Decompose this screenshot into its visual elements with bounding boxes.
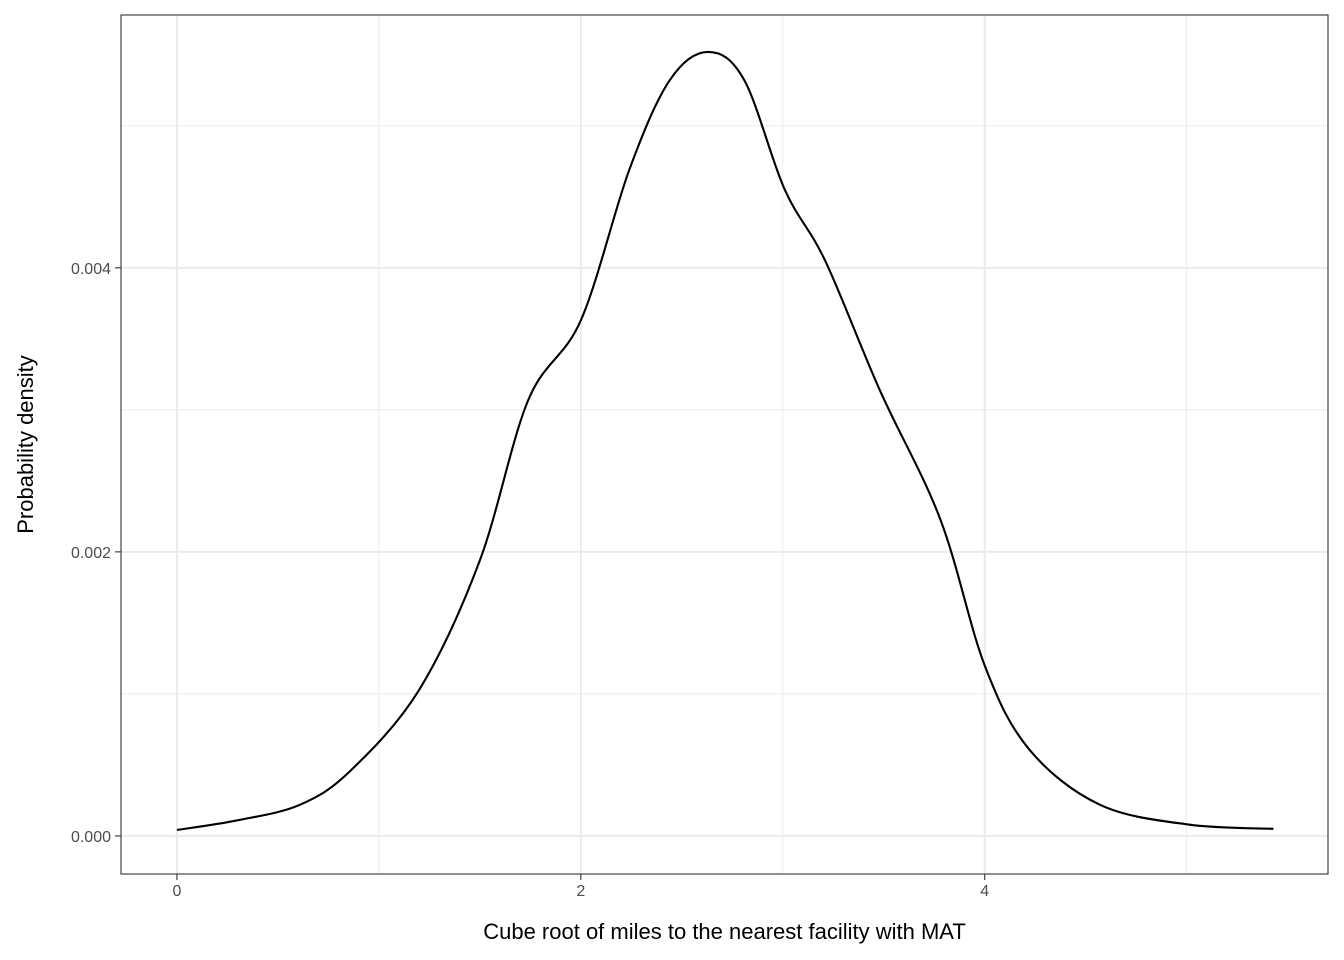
panel-border <box>120 14 1329 875</box>
y-tick-label: 0.004 <box>71 261 111 278</box>
grid <box>121 15 1328 874</box>
x-tick-label: 0 <box>172 883 181 900</box>
y-tick-label: 0.000 <box>71 829 111 846</box>
y-axis: 0.000 0.002 0.004 <box>71 261 121 846</box>
density-line <box>176 50 1274 832</box>
x-axis: 0 2 4 <box>172 874 989 900</box>
x-axis-title: Cube root of miles to the nearest facili… <box>483 919 966 944</box>
panel-background <box>121 15 1328 874</box>
density-curve-layer <box>176 50 1274 832</box>
x-tick-label: 4 <box>980 883 989 900</box>
y-axis-title: Probability density <box>13 355 38 534</box>
y-tick-label: 0.002 <box>71 545 111 562</box>
x-tick-label: 2 <box>576 883 585 900</box>
